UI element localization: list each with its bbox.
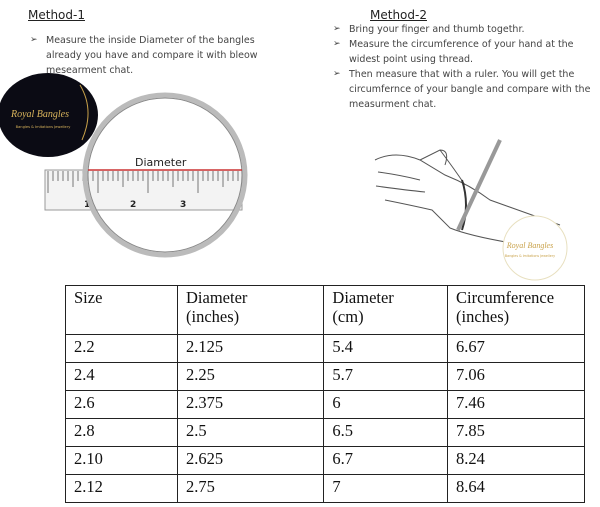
logo-name: Royal Bangles	[10, 109, 69, 120]
table-cell: 2.625	[176, 446, 325, 475]
table-cell: 2.8	[65, 418, 178, 447]
table-cell: 7.06	[447, 362, 585, 391]
table-cell: 2.375	[176, 390, 325, 419]
bangle	[82, 92, 248, 258]
table-cell: 2.10	[65, 446, 178, 475]
logo-leaf	[79, 84, 89, 141]
header-text: Circumference (inches)	[456, 288, 555, 326]
header-text: Size	[74, 288, 103, 307]
table-cell: 2.25	[176, 362, 325, 391]
hand-drawing	[374, 139, 561, 251]
logo2-tagline: Bangles & Imitations Jewellery	[505, 254, 555, 258]
method2-heading: Method-2	[370, 8, 427, 22]
table-cell: 2.12	[65, 474, 178, 503]
table-row: 2.2 2.125 5.4 6.67	[65, 334, 585, 363]
header-cell: Size	[65, 285, 178, 335]
logo2-bg	[502, 215, 568, 281]
table-cell: 6	[323, 390, 449, 419]
table-row: 2.6 2.375 6 7.46	[65, 390, 585, 419]
ruler-ticks	[47, 171, 244, 193]
table-row: 2.12 2.75 7 8.64	[65, 474, 585, 503]
size-table: Size Diameter (inches) Diameter (cm) Circum…	[65, 285, 585, 503]
table-row: 2.8 2.5 6.5 7.85	[65, 418, 585, 447]
table-cell: 2.125	[176, 334, 325, 363]
header-cell: Diameter (cm)	[323, 285, 449, 335]
bullet: Measure the circumference of your hand a…	[333, 37, 595, 67]
header-text: Diameter (inches)	[186, 288, 248, 326]
bangle-inner	[87, 97, 243, 253]
table-row: 2.4 2.25 5.7 7.06	[65, 362, 585, 391]
table-cell: 2.2	[65, 334, 178, 363]
table-cell: 2.6	[65, 390, 178, 419]
table-cell: 6.67	[447, 334, 585, 363]
bullet: Then measure that with a ruler. You will…	[333, 67, 595, 112]
header-text: Diameter (cm)	[332, 288, 394, 326]
diameter-label: Diameter	[135, 156, 187, 169]
table-cell: 7.85	[447, 418, 585, 447]
ruler-number: 3	[180, 200, 186, 210]
logo-bg	[0, 73, 98, 157]
table-cell: 5.4	[323, 334, 449, 363]
method2-list: Bring your finger and thumb togethr. Mea…	[333, 22, 595, 112]
header-cell: Circumference (inches)	[447, 285, 585, 335]
ruler-number: 2	[130, 200, 136, 210]
table-cell: 8.64	[447, 474, 585, 503]
header-cell: Diameter (inches)	[176, 285, 325, 335]
table-cell: 7	[323, 474, 449, 503]
table-cell: 2.5	[176, 418, 325, 447]
table-cell: 8.24	[447, 446, 585, 475]
method1-list: Measure the inside Diameter of the bangl…	[30, 33, 265, 78]
illustrations: 1 2 3 Diameter Royal Bangles Bangles & I…	[0, 73, 568, 281]
bullet: Measure the inside Diameter of the bangl…	[30, 33, 265, 78]
ruler-number: 1	[84, 200, 90, 210]
table-cell: 5.7	[323, 362, 449, 391]
table-cell: 6.7	[323, 446, 449, 475]
bullet: Bring your finger and thumb togethr.	[333, 22, 595, 37]
logo-tagline: Bangles & Imitations Jewellery	[16, 125, 72, 129]
table-cell: 2.4	[65, 362, 178, 391]
table-cell: 2.75	[176, 474, 325, 503]
table-cell: 7.46	[447, 390, 585, 419]
logo2-name: Royal Bangles	[506, 241, 553, 250]
header-row: Size Diameter (inches) Diameter (cm) Circum…	[65, 285, 585, 335]
method1-heading: Method-1	[28, 8, 85, 22]
table-row: 2.10 2.625 6.7 8.24	[65, 446, 585, 475]
table-cell: 6.5	[323, 418, 449, 447]
table-body: 2.2 2.125 5.4 6.67 2.4 2.25 5.7 7.06 2.6 2.375 6 7.…	[65, 334, 585, 503]
